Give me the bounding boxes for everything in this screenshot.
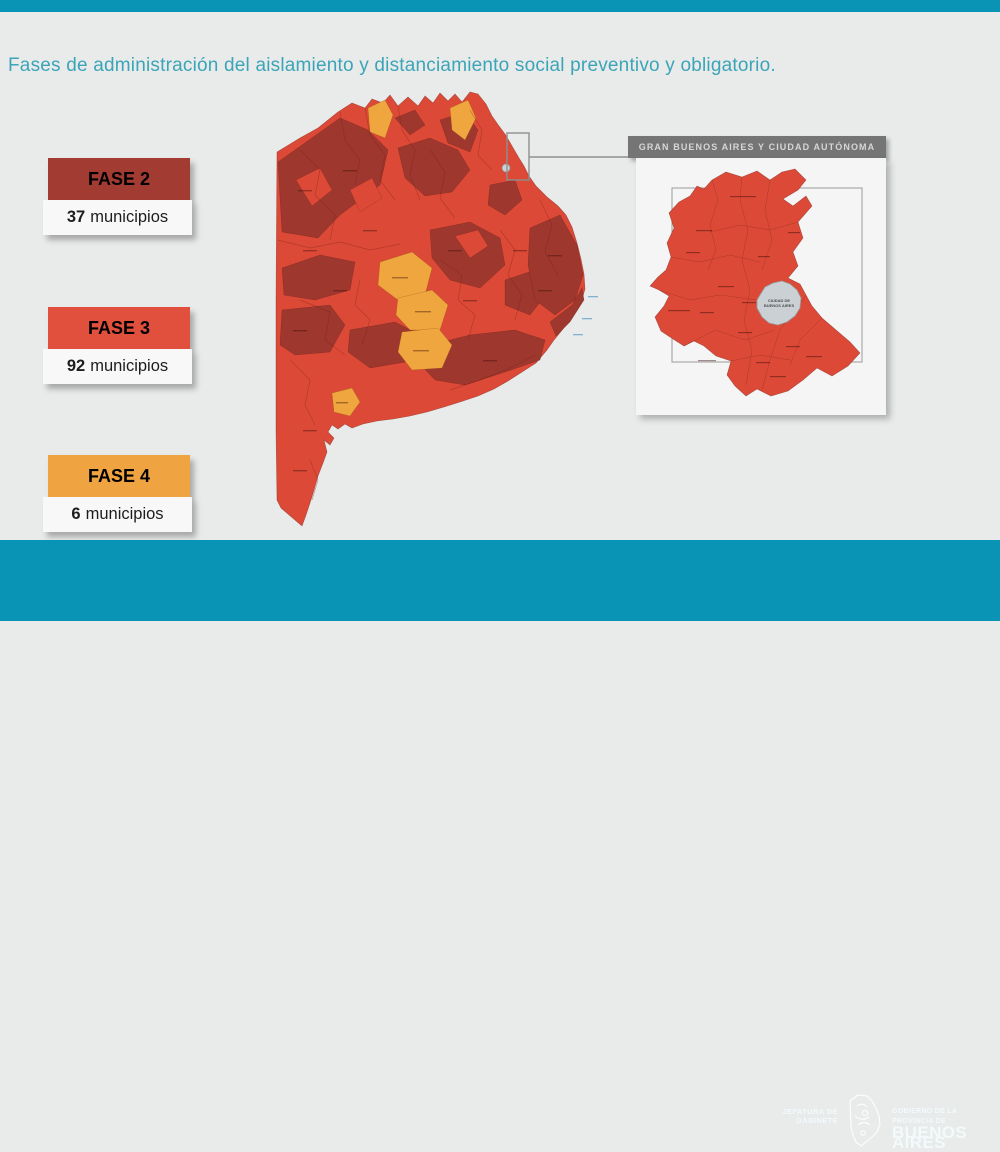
gobierno-logo-text: GOBIERNO DE LA PROVINCIA DE BUENOS AIRES [892,1107,1000,1152]
caba-shape [756,280,802,326]
fase2-count-unit: municipios [90,208,169,226]
gba-inset-map: CIUDAD DE BUENOS AIRES [649,168,863,397]
gobierno-line-small: GOBIERNO DE LA PROVINCIA DE [892,1108,957,1125]
fase4-label: FASE 4 [48,455,190,497]
fase3-count: 92 municipios [43,349,192,384]
municipal-borders [277,105,559,501]
jefatura-logo-text: JEFATURA DE GABINETE [762,1107,838,1125]
gba-internal-borders [658,176,823,391]
page-title: Fases de administración del aislamiento … [8,55,776,76]
fase3-count-number: 92 [66,357,86,375]
inset-header: GRAN BUENOS AIRES Y CIUDAD AUTÓNOMA [628,136,886,158]
province-logo-icon [849,1094,881,1147]
fase4-count-number: 6 [71,505,81,523]
footer-bar: JEFATURA DE GABINETE GOBIERNO DE LA PROV… [0,540,1000,1151]
fase2-label: FASE 2 [48,158,190,200]
gobierno-line-big: BUENOS AIRES [892,1123,968,1152]
legend-item-fase2: FASE 2 37 municipios [43,158,203,235]
fase2-count: 37 municipios [43,200,192,235]
caba-dot [501,163,511,173]
gba-labels [668,196,822,378]
fase4-municipality-patches [331,99,477,417]
jefatura-line1: JEFATURA DE [782,1107,838,1116]
caba-label-line2: BUENOS AIRES [764,303,795,308]
phase-legend: FASE 2 37 municipios FASE 3 92 municipio… [43,158,203,532]
fase4-count: 6 municipios [43,497,192,532]
gba-region-shape [649,168,861,397]
coastal-labels [573,296,598,336]
fase3-count-unit: municipios [90,357,169,375]
legend-item-fase4: FASE 4 6 municipios [43,455,203,532]
caba-label-line1: CIUDAD DE [768,298,791,303]
legend-item-fase3: FASE 3 92 municipios [43,307,203,384]
jefatura-line2: GABINETE [796,1116,838,1125]
top-accent-bar [0,0,1000,12]
province-map [275,91,641,527]
fase3-texture-patches [295,167,489,259]
fase4-count-unit: municipios [85,505,164,523]
fase3-label: FASE 3 [48,307,190,349]
inset-panel: CIUDAD DE BUENOS AIRES [636,158,886,415]
map-labels [293,170,562,472]
fase2-count-number: 37 [66,208,86,226]
